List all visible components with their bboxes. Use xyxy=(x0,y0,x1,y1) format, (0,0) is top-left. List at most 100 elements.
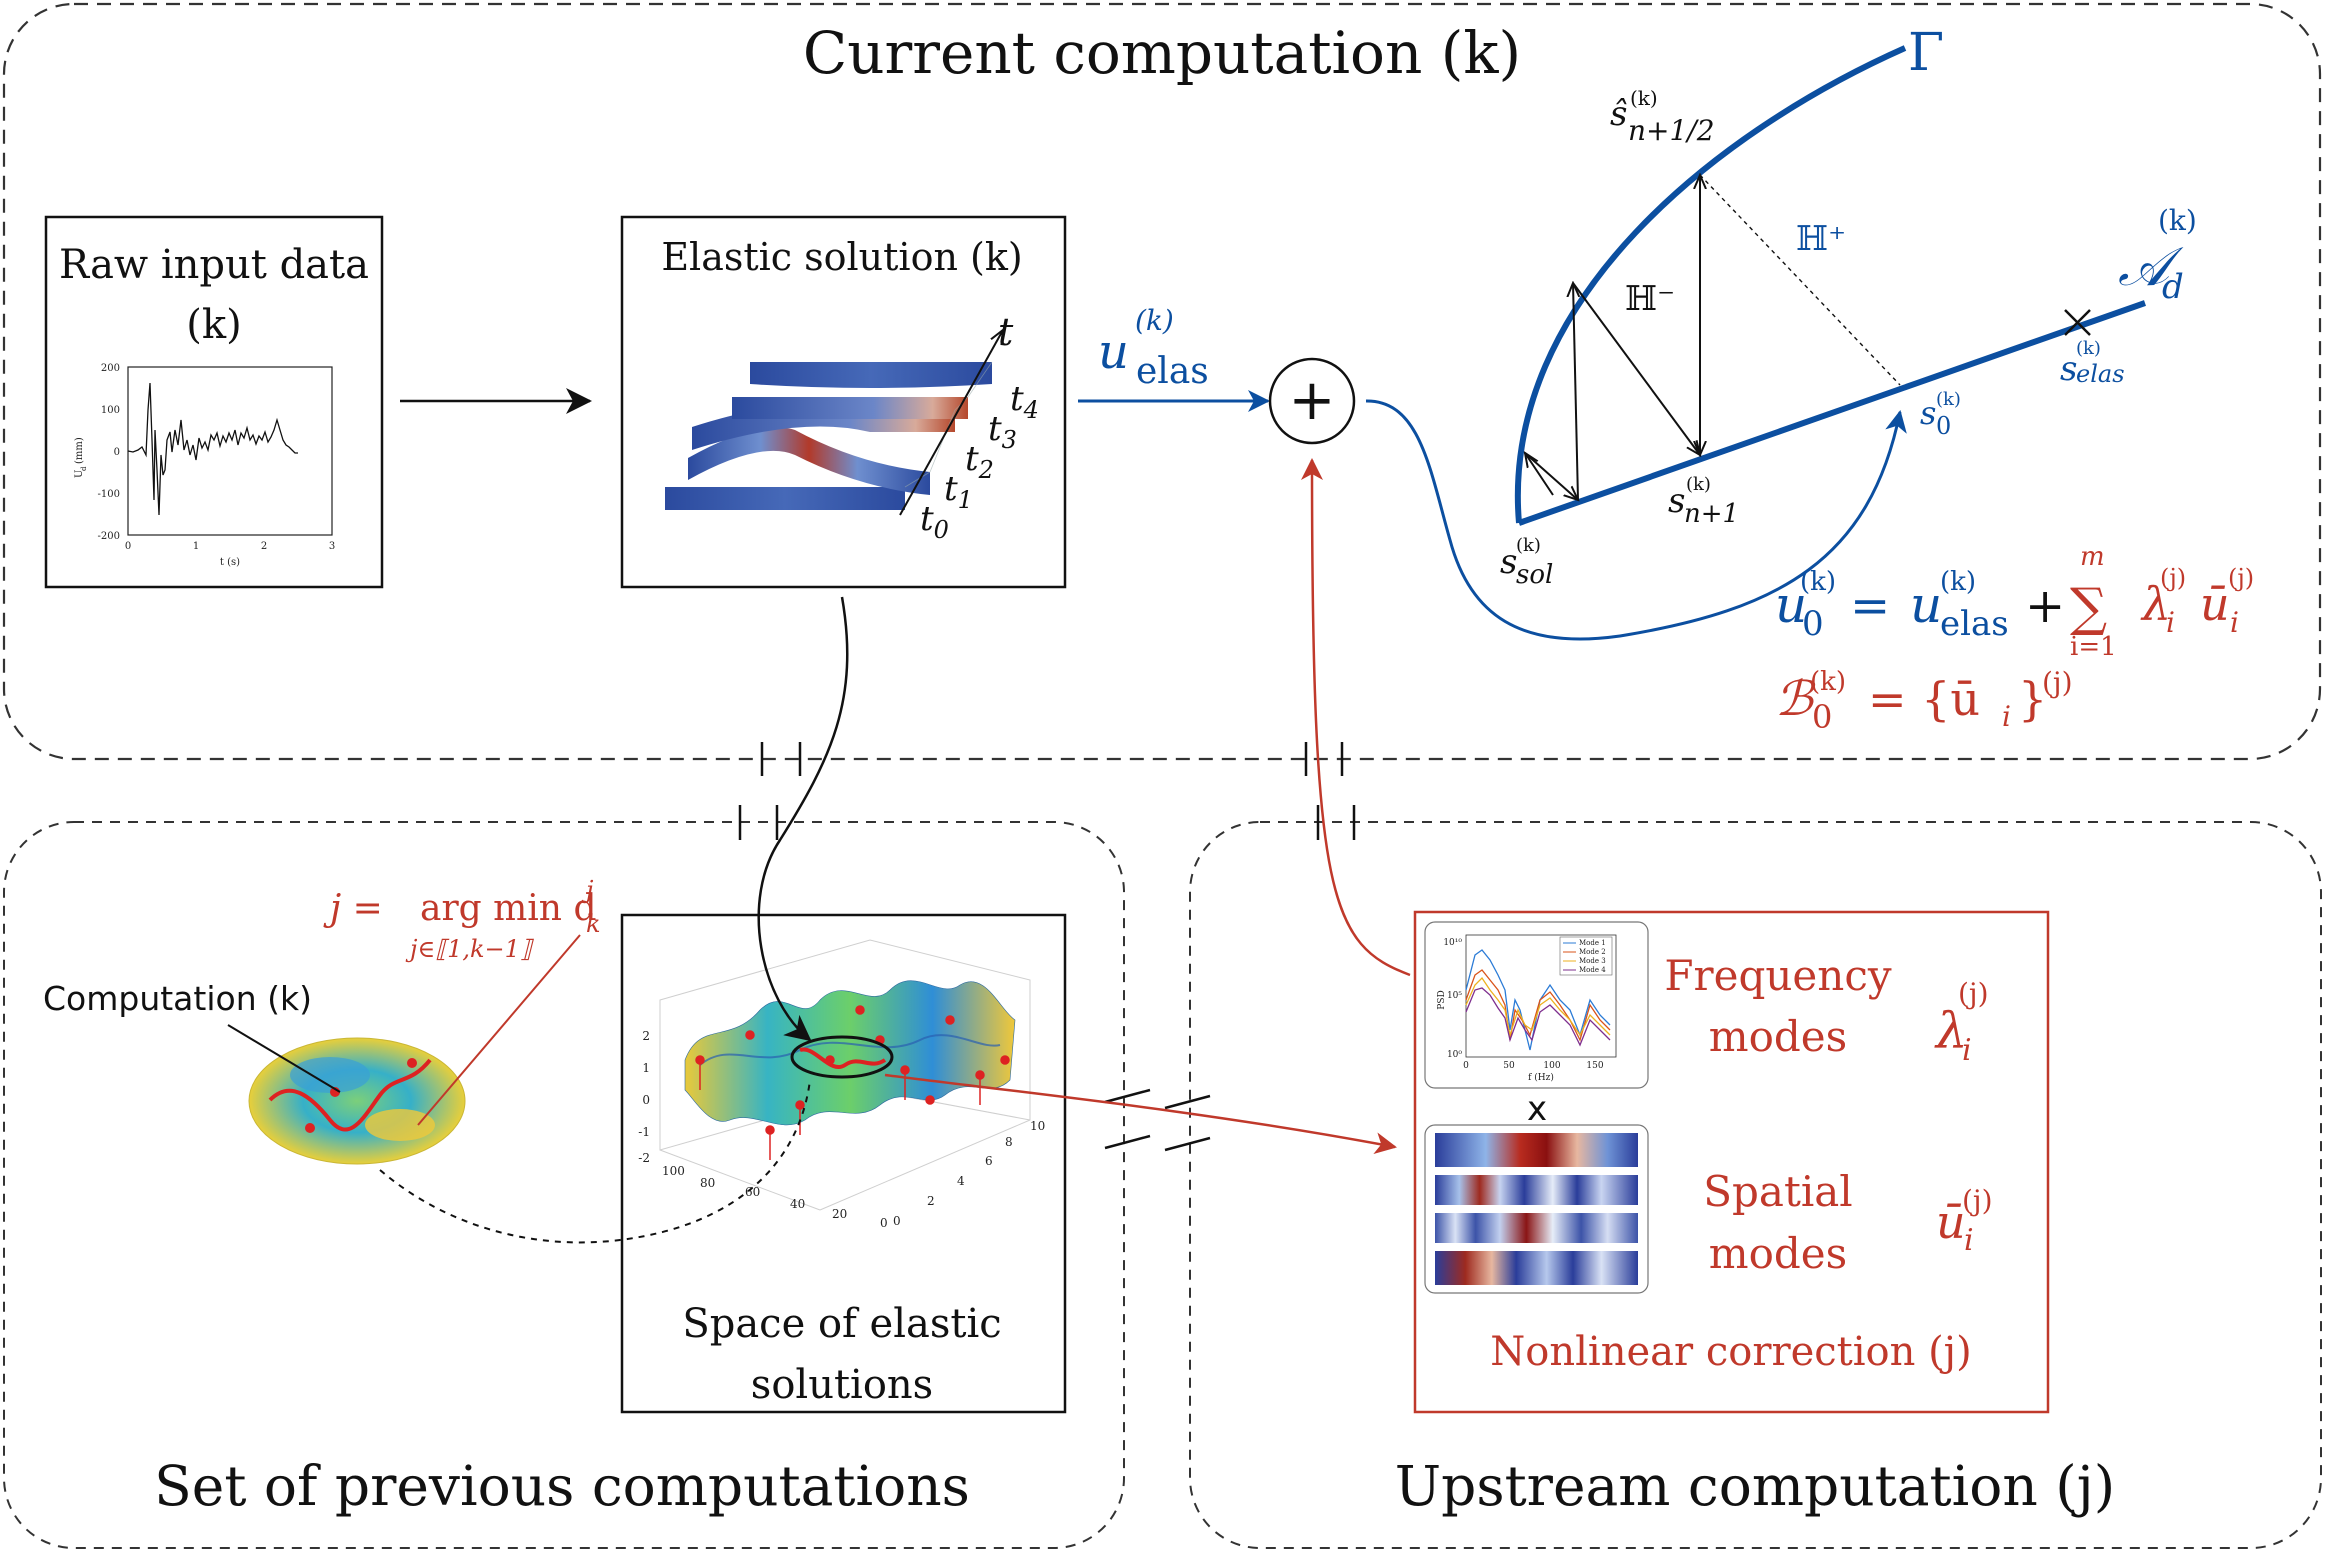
svg-text:(j): (j) xyxy=(2042,666,2073,699)
s-hat-label: ŝ (k) n+1/2 xyxy=(1610,86,1715,147)
current-computation-panel xyxy=(2,2,2322,761)
psd-xtick: 150 xyxy=(1586,1061,1603,1071)
previous-computations-panel xyxy=(3,821,1125,1549)
svg-text:∑: ∑ xyxy=(2070,578,2107,638)
sum-to-s0-curve xyxy=(1365,399,1907,641)
spatial-label-line2: modes xyxy=(1709,1229,1847,1278)
legend-mode-4: Mode 4 xyxy=(1579,966,1606,974)
svg-text:i: i xyxy=(1962,1033,1972,1068)
ad-line xyxy=(1518,300,2146,526)
s-elas-marker xyxy=(2064,309,2091,336)
surface-plot: 2 1 0 -1 -2 100 80 60 40 20 0 0 2 4 6 8 … xyxy=(638,939,1045,1230)
svg-text:i: i xyxy=(2166,606,2175,639)
svg-text:j∈⟦1,k−1⟧: j∈⟦1,k−1⟧ xyxy=(405,935,535,963)
frequency-label-line2: modes xyxy=(1709,1012,1847,1061)
current-computation-title: Current computation (k) xyxy=(803,19,1521,87)
y-tick: 6 xyxy=(985,1154,993,1168)
y-tick: 8 xyxy=(1005,1135,1013,1149)
psd-xtick: 100 xyxy=(1543,1061,1560,1071)
elastic-beams xyxy=(665,361,993,510)
svg-text:(k): (k) xyxy=(2158,204,2197,237)
z-tick: 2 xyxy=(642,1029,650,1043)
ytick: 0 xyxy=(114,447,120,458)
svg-text:elas: elas xyxy=(1136,351,1209,392)
y-tick: 0 xyxy=(893,1214,901,1228)
spatial-mode-4 xyxy=(1435,1251,1638,1285)
z-tick: 1 xyxy=(642,1061,650,1075)
time-label-t3: t3 xyxy=(988,409,1017,454)
psd-plot: 10¹⁰ 10⁵ 10⁰ 0 50 100 150 f (Hz) PSD Mod… xyxy=(1437,934,1617,1083)
sum-node xyxy=(1268,357,1356,445)
z-tick: -2 xyxy=(638,1151,650,1165)
svg-text:λ: λ xyxy=(1934,1002,1968,1060)
raw-input-xlabel: t (s) xyxy=(220,557,240,568)
raw-input-k: (k) xyxy=(186,302,241,348)
ytick: -200 xyxy=(98,531,120,542)
x-tick: 20 xyxy=(832,1207,847,1221)
svg-text:0: 0 xyxy=(1936,412,1951,440)
time-axis-label: t xyxy=(998,310,1014,354)
legend-mode-3: Mode 3 xyxy=(1579,957,1606,965)
spatial-mode-1 xyxy=(1435,1133,1638,1167)
raw-input-ylabel-sub: d xyxy=(80,466,88,471)
raw-input-ylabel-unit: (mm) xyxy=(74,437,85,464)
svg-text:(k): (k) xyxy=(2076,338,2101,359)
svg-text:i=1: i=1 xyxy=(2070,632,2117,662)
s-n1-label: s (k) n+1 xyxy=(1668,474,1739,529)
spatial-mode-3 xyxy=(1435,1213,1638,1243)
svg-text:elas: elas xyxy=(1940,604,2009,644)
svg-text:m: m xyxy=(2080,542,2105,572)
break-marks xyxy=(738,742,1356,1152)
xtick: 3 xyxy=(329,541,335,552)
svg-text:j =: j = xyxy=(323,888,383,929)
svg-text:ū: ū xyxy=(1936,1195,1966,1249)
lambda-label: λ (j) i xyxy=(1934,977,1989,1068)
disc-to-surface-dashed xyxy=(379,1079,811,1244)
svg-text:d: d xyxy=(2162,267,2184,307)
svg-text:i: i xyxy=(2002,700,2011,733)
x-tick: 40 xyxy=(790,1197,805,1211)
legend-mode-2: Mode 2 xyxy=(1579,948,1606,956)
previous-computations-title: Set of previous computations xyxy=(154,1454,970,1518)
time-axis xyxy=(899,330,1003,516)
s0-label: s (k) 0 xyxy=(1920,389,1961,440)
raw-input-plot: 200 100 0 -100 -200 0 1 2 3 t (s) U d (m… xyxy=(74,363,335,568)
computation-k-pointer xyxy=(227,1024,341,1093)
b0-equation: ℬ (k) 0 = {ū i } (j) xyxy=(1775,666,2073,736)
psd-ytick: 10⁰ xyxy=(1447,1050,1462,1060)
svg-text:n+1: n+1 xyxy=(1684,499,1739,529)
elastic-solution-title: Elastic solution (k) xyxy=(661,235,1022,279)
svg-text:(k): (k) xyxy=(1810,667,1846,697)
y-tick: 4 xyxy=(957,1174,965,1188)
psd-xtick: 0 xyxy=(1463,1061,1469,1071)
h-plus-direction xyxy=(1699,174,1901,386)
s-elas-label: s (k) elas xyxy=(2060,338,2125,389)
psd-xlabel: f (Hz) xyxy=(1528,1072,1554,1083)
spatial-mode-2 xyxy=(1435,1175,1638,1205)
h-minus-label: ℍ⁻ xyxy=(1625,279,1675,319)
svg-text:=: = xyxy=(1850,578,1890,634)
x-tick: 0 xyxy=(880,1216,888,1230)
frequency-label-line1: Frequency xyxy=(1664,951,1891,1000)
raw-input-title: Raw input data xyxy=(59,242,369,288)
svg-text:sol: sol xyxy=(1516,560,1553,590)
times-symbol: x xyxy=(1527,1089,1547,1129)
svg-text:i: i xyxy=(1964,1223,1974,1258)
svg-text:s: s xyxy=(2060,349,2077,389)
upstream-computation-panel xyxy=(1189,821,2322,1549)
xtick: 1 xyxy=(193,541,199,552)
svg-text:(j): (j) xyxy=(2160,564,2186,592)
svg-text:(j): (j) xyxy=(1962,1184,1993,1217)
svg-text:s: s xyxy=(1668,481,1685,521)
svg-text:+: + xyxy=(2025,578,2065,634)
svg-text:elas: elas xyxy=(2076,360,2125,388)
x-tick: 60 xyxy=(745,1185,760,1199)
disc-red-path xyxy=(268,1058,432,1132)
y-tick: 2 xyxy=(927,1194,935,1208)
u-elas-label: u (k) elas xyxy=(1098,304,1209,392)
raw-input-signal xyxy=(127,382,298,516)
space-to-upstream-arrow xyxy=(884,1073,1397,1155)
svg-text:n+1/2: n+1/2 xyxy=(1628,114,1715,147)
ytick: 200 xyxy=(101,363,120,374)
